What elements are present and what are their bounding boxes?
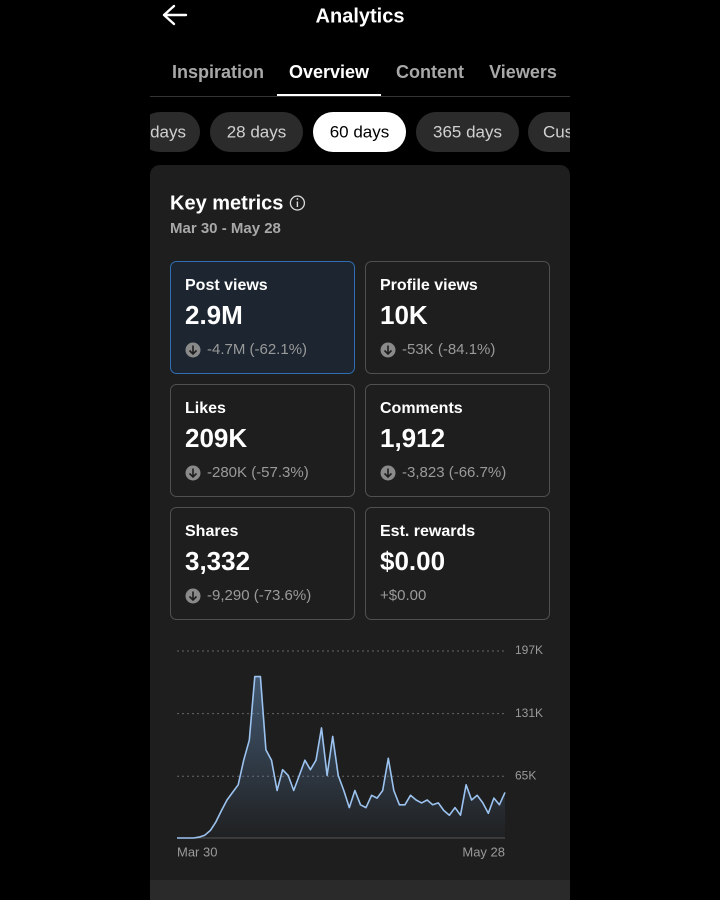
metric-change: +$0.00 [380,587,426,604]
back-button[interactable] [162,4,188,26]
metric-tile[interactable] [365,261,550,374]
metric-title: Est. rewards [380,523,475,540]
period-pill[interactable] [210,112,303,152]
tab-bar: Inspiration Overview Content Viewers [172,62,557,97]
period-label: days [150,122,186,141]
period-pill[interactable] [528,112,600,152]
metric-value: 10K [380,300,428,330]
down-arrow [383,345,393,356]
tab[interactable]: Content [396,62,464,82]
metric-value: 209K [185,423,247,453]
period-selector: days 28 days 60 days 365 days Cus [140,112,600,152]
metric-value: 3,332 [185,546,250,576]
metric-change: -280K (-57.3%) [207,464,309,481]
y-tick-label: 65K [515,768,536,782]
info-icon[interactable] [289,195,306,211]
card-title: Key metrics [170,192,283,214]
page-title: Analytics [316,5,405,27]
x-tick-label: May 28 [462,844,505,859]
y-tick-label: 197K [515,643,543,657]
next-section [150,880,570,900]
down-arrow [188,345,198,356]
date-range: Mar 30 - May 28 [170,220,281,237]
metric-tile[interactable] [170,261,355,374]
line [177,675,506,839]
down-arrow [383,468,393,479]
period-label: 60 days [330,122,390,141]
info-ring [289,195,306,211]
metric-title: Shares [185,523,238,540]
area [177,676,505,838]
metric-tile[interactable] [365,384,550,497]
metric-value: $0.00 [380,546,445,576]
metric-title: Comments [380,400,463,417]
metric-change: -3,823 (-66.7%) [402,464,506,481]
period-label: Cus [543,122,573,141]
metric-title: Profile views [380,277,478,294]
metric-change: -53K (-84.1%) [402,341,495,358]
metric-change: -4.7M (-62.1%) [207,341,307,358]
tab-underline [276,94,382,97]
metric-change: -9,290 (-73.6%) [207,587,311,604]
y-tick-label: 131K [515,706,543,720]
period-pill[interactable] [416,112,519,152]
x-tick-label: Mar 30 [177,844,217,859]
period-pill[interactable] [313,112,406,152]
metric-title: Post views [185,277,268,294]
down-arrow [188,591,198,602]
metric-tile[interactable] [365,507,550,620]
metric-value: 1,912 [380,423,445,453]
metric-tile[interactable] [170,384,355,497]
period-label: 28 days [227,122,287,141]
down-arrow [188,468,198,479]
metric-tile[interactable] [170,507,355,620]
metric-value: 2.9M [185,300,243,330]
tab[interactable]: Overview [289,62,370,82]
metric-title: Likes [185,400,226,417]
metric-grid: Post views 2.9M -4.7M (-62.1%) Profile view… [170,261,550,620]
tab[interactable]: Inspiration [172,62,264,82]
tab[interactable]: Viewers [489,62,557,82]
period-label: 365 days [433,122,502,141]
period-pill[interactable] [140,112,200,152]
info-dot [296,198,299,200]
views-chart: 65K 131K 197K Mar 30 May 28 [177,643,543,859]
